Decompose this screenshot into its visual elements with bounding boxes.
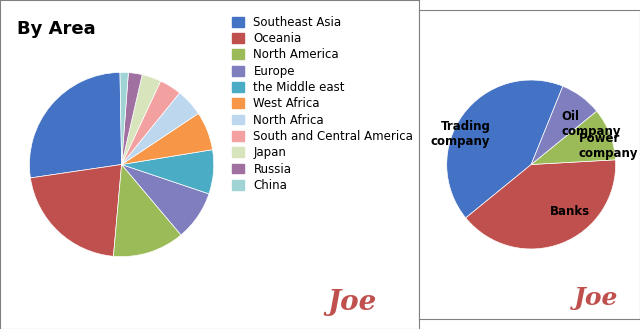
Text: By Area: By Area (17, 20, 95, 38)
Wedge shape (466, 160, 616, 249)
Wedge shape (29, 72, 122, 178)
Text: Banks: Banks (550, 205, 589, 218)
Wedge shape (122, 81, 180, 164)
Text: Oil
company: Oil company (561, 110, 621, 138)
Wedge shape (531, 111, 616, 164)
Text: Power
company: Power company (579, 132, 638, 160)
Text: Trading
company: Trading company (431, 120, 490, 148)
Wedge shape (447, 80, 563, 218)
Wedge shape (122, 164, 209, 235)
Wedge shape (122, 73, 142, 164)
Wedge shape (122, 114, 212, 164)
Wedge shape (531, 86, 596, 164)
Wedge shape (122, 150, 214, 194)
Text: Joe: Joe (573, 286, 618, 310)
Text: Joe: Joe (328, 289, 377, 316)
Wedge shape (122, 75, 161, 164)
Wedge shape (120, 72, 129, 164)
Wedge shape (113, 164, 181, 257)
Wedge shape (122, 93, 198, 164)
Legend: Southeast Asia, Oceania, North America, Europe, the Middle east, West Africa, No: Southeast Asia, Oceania, North America, … (232, 16, 413, 192)
Wedge shape (31, 164, 122, 256)
